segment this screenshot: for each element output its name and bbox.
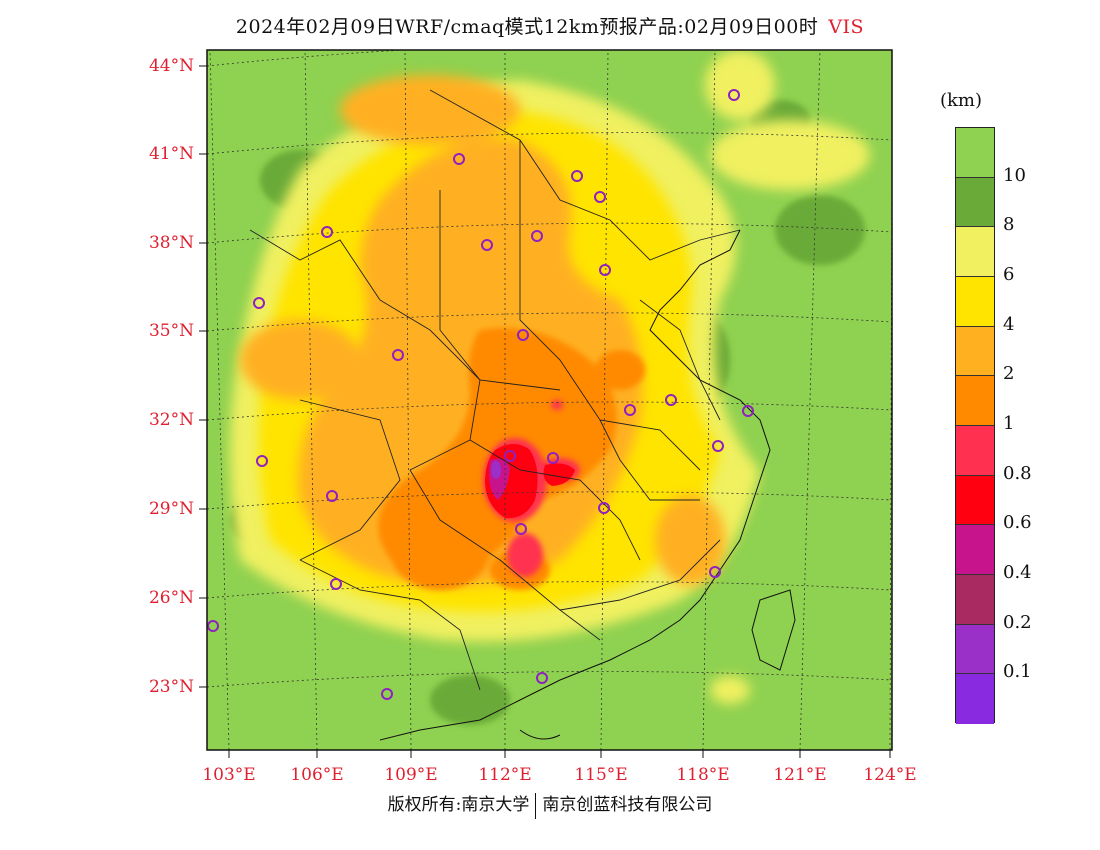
lat-label: 35°N [148,321,194,341]
legend-tick-label: 0.4 [1003,562,1032,583]
legend-swatch [956,376,994,426]
lat-label: 44°N [148,56,194,76]
station-marker [536,672,548,684]
station-marker [381,688,393,700]
station-marker [256,455,268,467]
lon-label: 103°E [202,765,256,785]
station-markers [207,89,754,700]
legend-swatch [956,177,994,228]
station-marker [326,490,338,502]
province-boundaries [249,89,741,691]
color-legend [955,127,995,724]
lat-label: 26°N [148,588,194,608]
lon-label: 121°E [773,765,827,785]
company-name: 南京创蓝科技有限公司 [542,795,713,815]
station-marker [598,502,610,514]
station-marker [712,440,724,452]
station-marker [624,404,636,416]
station-marker [517,329,529,341]
map-title: 2024年02月09日WRF/cmaq模式12km预报产品:02月09日00时 V… [0,12,1100,39]
station-marker [515,523,527,535]
station-marker [709,566,721,578]
lat-label: 23°N [148,677,194,697]
legend-tick-label: 1 [1003,413,1015,434]
legend-tick-label: 2 [1003,363,1015,385]
map-frame [206,49,893,751]
legend-tick-label: 8 [1003,214,1015,236]
legend-swatch [956,674,994,724]
station-marker [728,89,740,101]
station-marker [253,297,265,309]
legend-swatch [956,326,994,377]
legend-swatch [956,574,994,625]
legend-tick-label: 6 [1003,264,1015,285]
axis-ticks [199,65,891,758]
legend-tick-label: 0.1 [1003,661,1032,683]
legend-swatch [956,128,994,178]
map-title-text: 2024年02月09日WRF/cmaq模式12km预报产品:02月09日00时 [235,16,819,38]
station-marker [330,578,342,590]
station-marker [742,405,754,417]
legend-swatch [956,276,994,327]
legend-tick-label: 0.2 [1003,611,1032,633]
legend-swatch [956,624,994,675]
legend-swatch [956,227,994,277]
station-marker [594,191,606,203]
station-marker [321,226,333,238]
copyright-footer: 版权所有:南京大学 南京创蓝科技有限公司 [0,790,1100,819]
lon-label: 112°E [478,765,532,785]
station-marker [665,394,677,406]
legend-unit: (km) [940,90,983,111]
station-marker [207,620,219,632]
variable-label: VIS [828,16,865,38]
station-marker [599,264,611,276]
footer-separator [535,792,537,819]
station-marker [504,450,516,462]
lon-label: 124°E [863,765,917,785]
legend-tick-label: 10 [1003,164,1026,186]
legend-tick-label: 0.6 [1003,512,1032,534]
station-marker [547,452,559,464]
lon-label: 115°E [574,765,628,785]
lon-label: 109°E [384,765,438,785]
legend-swatch [956,475,994,526]
lat-label: 38°N [148,233,194,253]
station-marker [453,153,465,165]
legend-swatch [956,525,994,575]
graticule [207,50,892,750]
station-marker [392,349,404,361]
legend-tick-label: 4 [1003,313,1015,335]
copyright-text: 版权所有:南京大学 [387,795,530,815]
station-marker [571,170,583,182]
station-marker [481,239,493,251]
coastline [379,229,796,741]
legend-swatch [956,425,994,476]
station-marker [531,230,543,242]
map-field [207,50,892,750]
legend-tick-label: 0.8 [1003,462,1032,484]
lat-label: 29°N [148,499,194,519]
field-purple [491,461,501,479]
lon-label: 118°E [676,765,730,785]
lat-label: 32°N [148,410,194,430]
lat-label: 41°N [148,144,194,164]
lon-label: 106°E [290,765,344,785]
